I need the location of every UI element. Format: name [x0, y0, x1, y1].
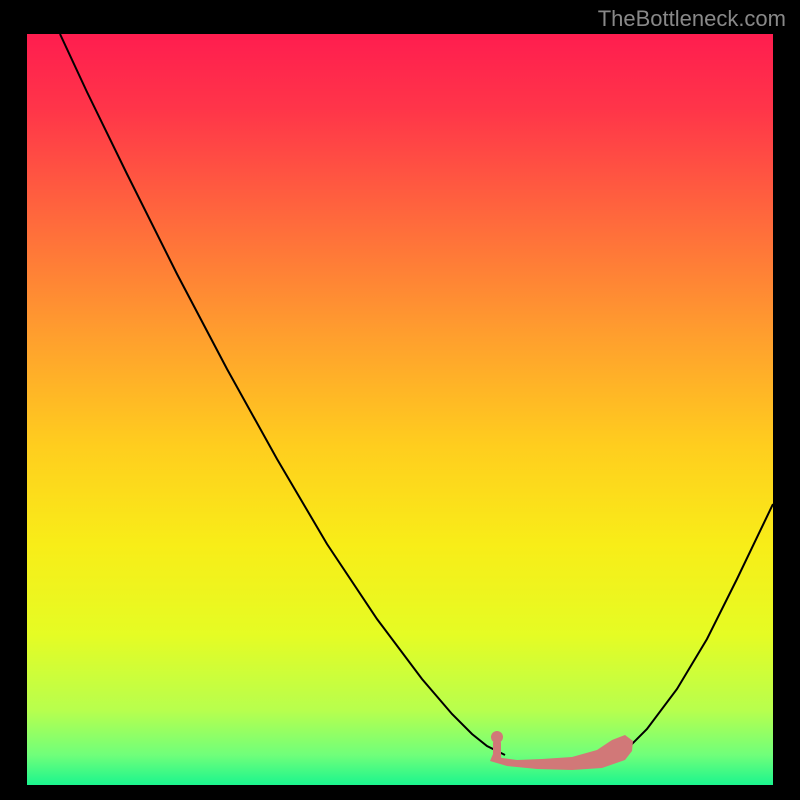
chart-background-gradient: [27, 34, 773, 785]
watermark-text: TheBottleneck.com: [598, 6, 786, 32]
chart-plot-area: [27, 34, 773, 785]
